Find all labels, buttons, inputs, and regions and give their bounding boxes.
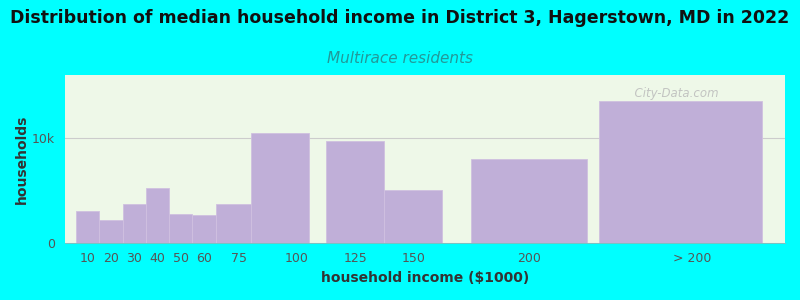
Bar	[99, 220, 122, 243]
Bar	[169, 214, 193, 243]
Bar	[471, 159, 587, 243]
Text: City-Data.com: City-Data.com	[626, 87, 718, 100]
Text: Distribution of median household income in District 3, Hagerstown, MD in 2022: Distribution of median household income …	[10, 9, 790, 27]
Text: Multirace residents: Multirace residents	[327, 51, 473, 66]
Bar	[384, 190, 442, 243]
Y-axis label: households: households	[15, 114, 29, 203]
Bar	[76, 211, 99, 243]
Bar	[146, 188, 169, 243]
Bar	[326, 141, 384, 243]
Bar	[216, 204, 250, 243]
Bar	[599, 101, 762, 243]
Bar	[193, 215, 216, 243]
Bar	[122, 204, 146, 243]
X-axis label: household income ($1000): household income ($1000)	[321, 271, 529, 285]
Bar	[250, 133, 309, 243]
